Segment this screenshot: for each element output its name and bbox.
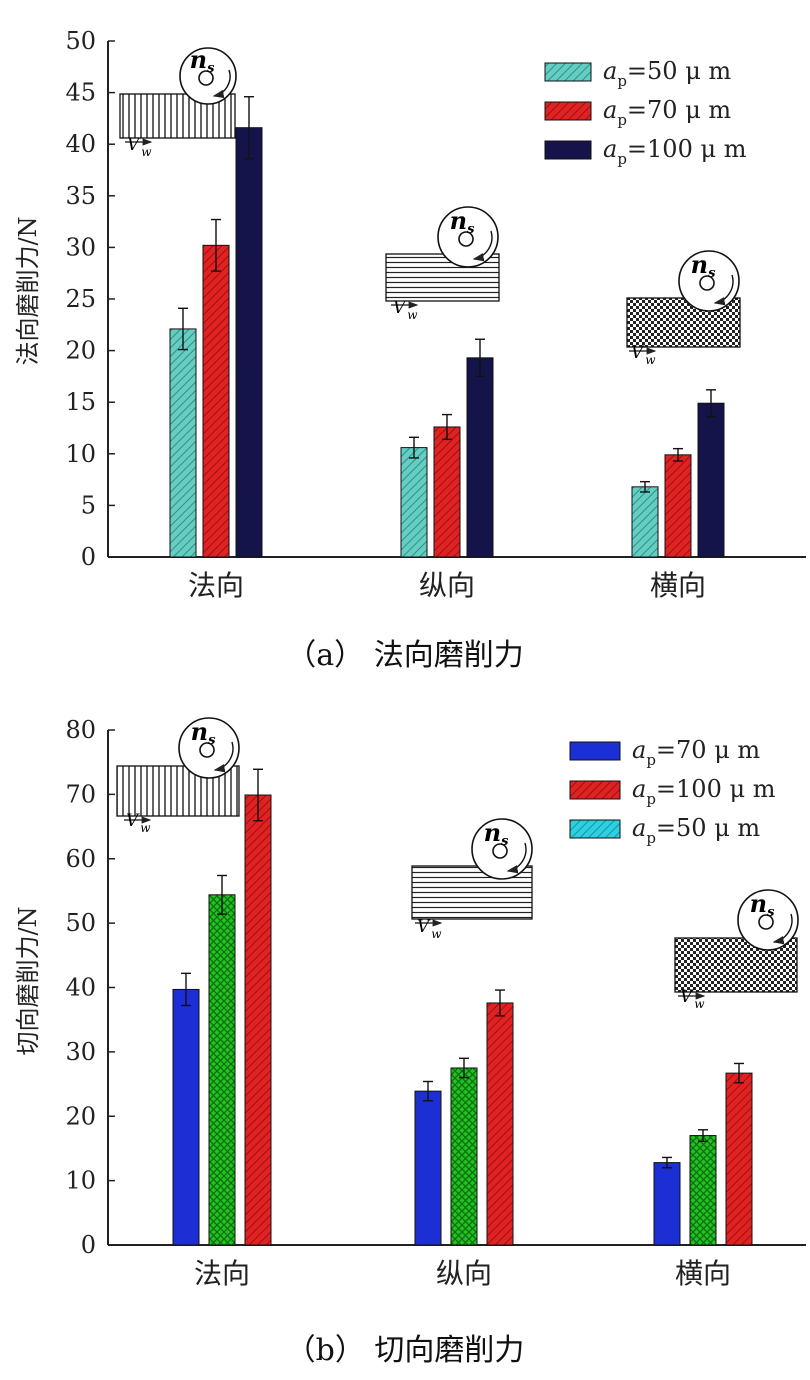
- y-tick-label: 20: [65, 337, 96, 365]
- legend-swatch: [544, 62, 592, 82]
- bar: [172, 988, 200, 1246]
- legend-entry: ap=50 μ m: [603, 57, 731, 90]
- y-tick-label: 50: [65, 909, 96, 937]
- grinding-inset: ns V w: [674, 889, 799, 1011]
- y-tick-label: 0: [81, 543, 96, 571]
- rotation-arrow-icon: [213, 741, 234, 773]
- y-tick-label: 25: [65, 285, 96, 313]
- legend-swatch: [544, 140, 592, 160]
- bar: [414, 1090, 442, 1246]
- y-tick-label: 35: [65, 182, 96, 210]
- grinding-inset: ns V w: [385, 206, 500, 322]
- rotation-arrow-icon: [472, 230, 493, 262]
- y-axis-label: 法向磨削力/N: [14, 216, 42, 365]
- y-tick-label: 0: [81, 1231, 96, 1259]
- wheel-speed-label: ns: [750, 889, 775, 920]
- rotation-arrow-icon: [506, 842, 527, 874]
- bar: [450, 1067, 478, 1246]
- x-tick-label: 横向: [675, 1257, 731, 1290]
- wheel-hub-icon: [199, 742, 215, 758]
- legend-entry: ap=70 μ m: [603, 96, 731, 129]
- grinding-inset: ns V w: [411, 818, 533, 941]
- wheel-speed-label: ns: [484, 818, 509, 849]
- y-tick-label: 80: [65, 716, 96, 744]
- y-tick-label: 10: [65, 1167, 96, 1195]
- figure-caption: （b） 切向磨削力: [286, 1333, 525, 1368]
- wheel-speed-label: ns: [191, 717, 216, 748]
- grinding-wheel-icon: [178, 717, 240, 779]
- bar: [689, 1135, 717, 1246]
- y-tick-label: 40: [65, 130, 96, 158]
- chart-panel-a: 0 5 10 15 20 25 30 35 40 45 50 法向磨削力/N 法向 纵向 横向 ap=50 μ…: [14, 27, 806, 673]
- bar: [202, 244, 230, 558]
- y-tick-label: 70: [65, 780, 96, 808]
- legend-entry: ap=100 μ m: [603, 135, 747, 168]
- bar: [208, 894, 236, 1246]
- bar: [697, 402, 725, 558]
- grinding-inset: ns V w: [626, 250, 741, 367]
- y-tick-label: 15: [65, 388, 96, 416]
- bar: [725, 1072, 753, 1246]
- wheel-speed-label: ns: [691, 250, 716, 281]
- x-tick-label: 纵向: [419, 569, 475, 602]
- y-tick-label: 30: [65, 233, 96, 261]
- y-tick-label: 30: [65, 1038, 96, 1066]
- y-tick-label: 20: [65, 1102, 96, 1130]
- legend-entry: ap=70 μ m: [632, 736, 760, 769]
- wheel-hub-icon: [198, 70, 214, 86]
- wheel-hub-icon: [758, 914, 774, 930]
- legend-swatch: [569, 741, 621, 761]
- bar: [169, 328, 197, 558]
- bar: [466, 357, 494, 558]
- y-axis-label: 切向磨削力/N: [14, 906, 42, 1055]
- bar: [433, 426, 461, 558]
- grinding-wheel-icon: [737, 889, 799, 951]
- figure-caption: （a） 法向磨削力: [286, 638, 523, 673]
- x-tick-label: 法向: [188, 569, 244, 602]
- y-tick-label: 10: [65, 440, 96, 468]
- legend-swatch: [569, 819, 621, 839]
- rotation-arrow-icon: [713, 274, 734, 306]
- bar: [400, 447, 428, 558]
- x-tick-label: 横向: [650, 569, 706, 602]
- rotation-arrow-icon: [212, 69, 231, 99]
- bar: [235, 127, 263, 558]
- grinding-wheel-icon: [471, 818, 533, 880]
- wheel-hub-icon: [492, 843, 508, 859]
- bar: [653, 1162, 681, 1246]
- y-tick-label: 60: [65, 845, 96, 873]
- bar: [631, 486, 659, 558]
- legend-entry: ap=50 μ m: [632, 814, 760, 847]
- bar: [244, 794, 272, 1246]
- grinding-wheel-icon: [437, 206, 499, 268]
- wheel-hub-icon: [458, 231, 474, 247]
- bar: [664, 454, 692, 558]
- y-tick-label: 50: [65, 27, 96, 55]
- legend-swatch: [569, 780, 621, 800]
- wheel-speed-label: ns: [450, 206, 475, 237]
- y-tick-label: 5: [81, 491, 96, 519]
- y-tick-label: 40: [65, 974, 96, 1002]
- y-tick-label: 45: [65, 79, 96, 107]
- wheel-hub-icon: [699, 275, 715, 291]
- chart-panel-b: 0 10 20 30 40 50 60 70 80 切向磨削力/N 法向 纵向 横向 ap=70 μ m a…: [14, 716, 806, 1368]
- grinding-wheel-icon: [678, 250, 740, 312]
- x-tick-label: 法向: [194, 1257, 250, 1290]
- x-tick-label: 纵向: [436, 1257, 492, 1290]
- legend-swatch: [544, 101, 592, 121]
- bar: [486, 1002, 514, 1246]
- grinding-wheel-icon: [179, 47, 237, 105]
- grinding-inset: ns V w: [119, 45, 237, 159]
- grinding-inset: ns V w: [116, 717, 240, 835]
- wheel-speed-label: ns: [190, 45, 215, 76]
- rotation-arrow-icon: [772, 913, 793, 945]
- legend-entry: ap=100 μ m: [632, 775, 776, 808]
